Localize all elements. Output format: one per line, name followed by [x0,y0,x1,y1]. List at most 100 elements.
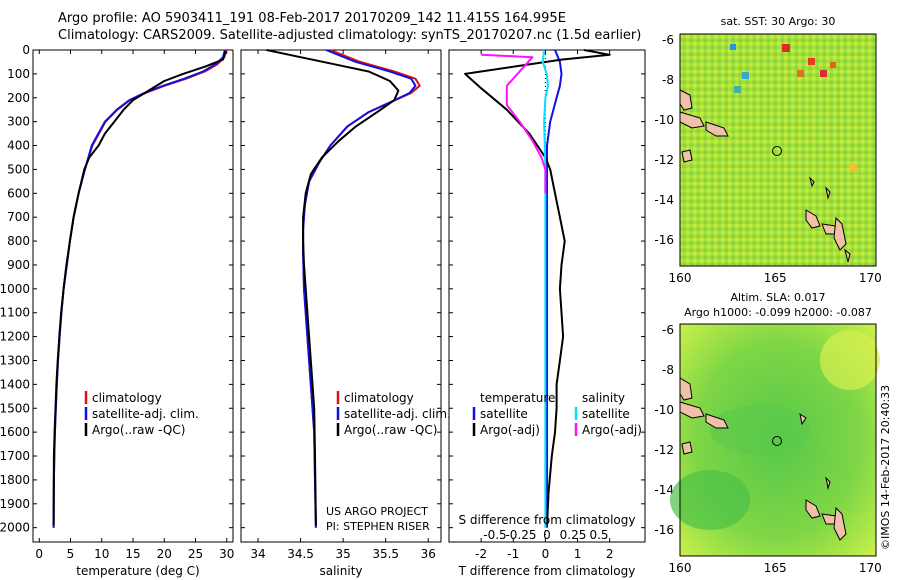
pi-label: PI: STEPHEN RISER [326,520,430,533]
legend-label: satellite-adj. clim. [344,407,451,421]
profile-lines [52,49,611,528]
series-line [302,49,417,528]
salinity-axes [240,49,442,543]
series-line [541,49,549,528]
x-tick-label: -2 [475,547,487,561]
latitude-tick-label: -8 [662,73,674,87]
sst-map-title: sat. SST: 30 Argo: 30 [721,15,836,28]
depth-tick-label: 200 [7,91,30,105]
latitude-tick-label: -14 [654,483,674,497]
depth-tick-label: 1900 [0,497,30,511]
x-tick-label: 35 [335,547,350,561]
argo-location-marker [772,436,782,446]
depth-tick-label: 1300 [0,353,30,367]
series-line [52,50,227,526]
difference-legend: temperature satellite Argo(-adj) salinit… [472,391,642,437]
depth-tick-label: 1000 [0,282,30,296]
x-tick-label: 34.5 [287,547,314,561]
depth-tick-label: 900 [7,258,30,272]
legend-title-salinity: salinity [582,391,625,405]
sla-low-region [710,405,810,455]
x-tick-label: 0 [542,547,550,561]
depth-tick-label: 0 [22,43,30,57]
sla-map-subtitle: Argo h1000: -0.099 h2000: -0.087 [684,306,872,319]
sdiff-tick-label: 0.5 [589,528,608,542]
plot-title-line2: Climatology: CARS2009. Satellite-adjuste… [58,28,642,43]
x-tick-label: -1 [507,547,519,561]
latitude-tick-label: -6 [662,33,674,47]
x-tick-label: 20 [157,547,172,561]
series-line [52,49,228,528]
legend-label: satellite-adj. clim. [92,407,199,421]
x-tick-label: 34 [250,547,265,561]
sst-hotspot [808,58,815,65]
temperature-xlabel: temperature (deg C) [76,564,199,578]
depth-tick-label: 800 [7,234,30,248]
latitude-tick-label: -10 [654,403,674,417]
sla-high-region [820,330,880,390]
sst-hotspot [820,70,827,77]
depth-tick-label: 2000 [0,521,30,535]
legend-label: satellite [480,407,528,421]
sdiff-tick-label: 0 [543,528,551,542]
depth-tick-label: 1700 [0,449,30,463]
sla-low-region [670,470,750,530]
depth-tick-label: 400 [7,139,30,153]
series-line [464,49,611,526]
depth-tick-label: 500 [7,162,30,176]
legend-label: climatology [344,391,414,405]
x-tick-label: 25 [188,547,203,561]
latitude-tick-label: -16 [654,523,674,537]
plot-title-line1: Argo profile: AO 5903411_191 08-Feb-2017… [58,11,566,26]
latitude-tick-label: -6 [662,323,674,337]
x-tick-label: 36 [421,547,436,561]
x-tick-label: 0 [35,547,43,561]
project-label: US ARGO PROJECT [326,505,428,518]
depth-tick-label: 1200 [0,330,30,344]
salinity-legend: climatology satellite-adj. clim. Argo(..… [336,391,451,437]
series-line [481,53,547,194]
depth-tick-label: 1400 [0,377,30,391]
latitude-tick-label: -16 [654,233,674,247]
sst-coldspot [742,72,749,79]
legend-label: Argo(-adj) [480,423,540,437]
depth-tick-label: 1800 [0,473,30,487]
sst-hotspot [782,44,790,52]
sst-warmspot [850,164,857,171]
sdiff-tick-label: -0.5 [483,528,506,542]
x-tick-label: 2 [606,547,614,561]
sla-map [670,324,880,556]
sst-coldspot [730,44,736,50]
land-islands [679,89,851,263]
longitude-tick-label: 165 [764,561,787,575]
sdiff-xlabel: S difference from climatology [459,513,636,527]
axis-ticks: 0 5 10 15 20 25 300100200300400500600700800900… [0,33,882,575]
tdiff-xlabel: T difference from climatology [458,564,636,578]
sst-coldspot [734,86,741,93]
depth-tick-label: 300 [7,115,30,129]
depth-tick-label: 100 [7,67,30,81]
difference-axes [448,49,646,543]
latitude-tick-label: -12 [654,443,674,457]
series-line [546,49,563,528]
depth-tick-label: 1500 [0,401,30,415]
sla-map-title: Altim. SLA: 0.017 [730,291,825,304]
latitude-tick-label: -10 [654,113,674,127]
legend-label: Argo(..raw -QC) [344,423,437,437]
longitude-tick-label: 170 [859,561,882,575]
legend-label: climatology [92,391,162,405]
longitude-tick-label: 160 [669,561,692,575]
depth-tick-label: 1600 [0,425,30,439]
sdiff-tick-label: -0.25 [505,528,536,542]
latitude-tick-label: -8 [662,363,674,377]
x-tick-label: 15 [125,547,140,561]
x-tick-label: 1 [574,547,582,561]
argo-location-marker [772,146,782,156]
land-islands [679,377,847,541]
legend-title-temperature: temperature [480,391,555,405]
latitude-tick-label: -12 [654,153,674,167]
sst-map [679,34,876,266]
legend-label: satellite [582,407,630,421]
sst-map-frame [679,33,877,267]
